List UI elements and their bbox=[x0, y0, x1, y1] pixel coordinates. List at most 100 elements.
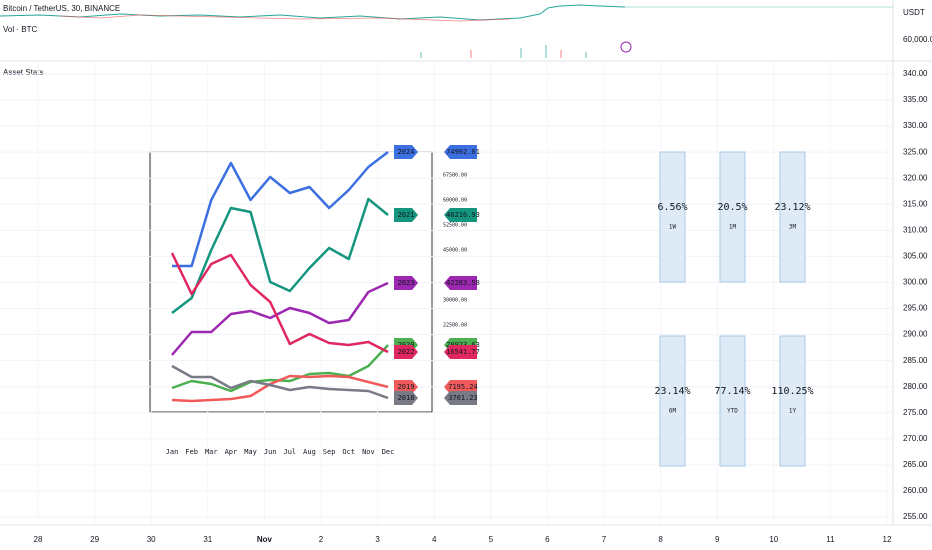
stat-box bbox=[719, 151, 746, 283]
time-tick-label: 10 bbox=[769, 535, 778, 544]
x-tick-label: Dec bbox=[382, 448, 395, 456]
stat-box bbox=[779, 151, 806, 283]
time-tick-label: 28 bbox=[34, 535, 43, 544]
value-tag bbox=[444, 145, 477, 159]
stat-value: 23.14% bbox=[654, 386, 690, 397]
year-tag-label: 2023 bbox=[398, 279, 415, 287]
year-tag bbox=[394, 380, 418, 394]
price-tick-label: 325.00 bbox=[903, 147, 928, 156]
time-tick-label: 3 bbox=[375, 535, 380, 544]
price-tick-label: 280.00 bbox=[903, 382, 928, 391]
year-tag-label: 2024 bbox=[398, 148, 415, 156]
series-line bbox=[171, 281, 389, 356]
value-tag bbox=[444, 208, 477, 222]
stat-box bbox=[719, 335, 746, 467]
value-tag-label: 46216.93 bbox=[446, 211, 480, 219]
price-tick-label: 305.00 bbox=[903, 252, 928, 261]
price-tick-label: 330.00 bbox=[903, 121, 928, 130]
series-line bbox=[171, 364, 389, 400]
scale-tick-label: 22500.00 bbox=[443, 323, 467, 329]
year-tag bbox=[394, 145, 418, 159]
price-tick-label: 315.00 bbox=[903, 199, 928, 208]
time-tick-label: 11 bbox=[826, 535, 835, 544]
price-tick-label: 290.00 bbox=[903, 330, 928, 339]
price-tick-label: 300.00 bbox=[903, 278, 928, 287]
stat-box bbox=[659, 335, 686, 467]
year-tag-label: 2018 bbox=[398, 394, 415, 402]
stat-value: 20.5% bbox=[717, 202, 747, 213]
time-tick-label: 7 bbox=[602, 535, 607, 544]
price-tick-label: 260.00 bbox=[903, 486, 928, 495]
price-tick-label: 295.00 bbox=[903, 304, 928, 313]
year-tag bbox=[394, 276, 418, 290]
price-tick-label: 310.00 bbox=[903, 225, 928, 234]
year-tag bbox=[394, 208, 418, 222]
pane-title: Asset Stats bbox=[3, 68, 43, 77]
time-tick-label: 30 bbox=[147, 535, 156, 544]
year-tag bbox=[394, 345, 418, 359]
time-tick-label: 29 bbox=[90, 535, 99, 544]
series-line bbox=[171, 374, 389, 403]
value-tag bbox=[444, 391, 477, 405]
value-tag-label: 42283.58 bbox=[446, 279, 480, 287]
price-label: 60,000.00 bbox=[903, 35, 932, 44]
symbol-title: Bitcoin / TetherUS, 30, BINANCE bbox=[3, 4, 120, 13]
price-tick-label: 255.00 bbox=[903, 512, 928, 521]
stat-box bbox=[779, 335, 806, 467]
time-tick-label: 5 bbox=[489, 535, 494, 544]
x-tick-label: Feb bbox=[185, 448, 198, 456]
x-tick-label: Jul bbox=[284, 448, 297, 456]
value-tag bbox=[444, 380, 477, 394]
time-tick-label: 6 bbox=[545, 535, 550, 544]
value-tag bbox=[444, 345, 477, 359]
time-tick-label: 12 bbox=[883, 535, 892, 544]
volume-title: Vol · BTC bbox=[3, 25, 37, 34]
x-tick-label: Mar bbox=[205, 448, 218, 456]
stat-label: YTD bbox=[727, 408, 738, 415]
series-line bbox=[170, 252, 389, 354]
year-tag-label: 2022 bbox=[398, 348, 415, 356]
scale-tick-label: 45000.00 bbox=[443, 248, 467, 254]
x-tick-label: Nov bbox=[362, 448, 375, 456]
price-tick-label: 320.00 bbox=[903, 173, 928, 182]
scale-tick-label: 67500.00 bbox=[443, 173, 467, 179]
time-tick-label: 8 bbox=[658, 535, 663, 544]
year-tag-label: 2021 bbox=[398, 211, 415, 219]
price-tick-label: 275.00 bbox=[903, 408, 928, 417]
stat-label: 1M bbox=[729, 224, 737, 231]
x-tick-label: Aug bbox=[303, 448, 316, 456]
stat-value: 23.12% bbox=[774, 202, 810, 213]
stat-value: 6.56% bbox=[657, 202, 687, 213]
x-tick-label: Apr bbox=[225, 448, 238, 456]
stat-value: 110.25% bbox=[771, 386, 813, 397]
year-tag-label: 2019 bbox=[398, 383, 415, 391]
price-tick-label: 340.00 bbox=[903, 69, 928, 78]
time-tick-label: 2 bbox=[319, 535, 324, 544]
value-tag-label: 16541.77 bbox=[446, 348, 480, 356]
event-icon[interactable] bbox=[620, 41, 632, 53]
currency: USDT bbox=[903, 8, 925, 17]
stat-value: 77.14% bbox=[714, 386, 750, 397]
time-tick-label: Nov bbox=[257, 535, 273, 544]
stat-box bbox=[659, 151, 686, 283]
x-tick-label: May bbox=[244, 448, 257, 456]
dynamic-layer: 340.00 335.00 330.00 325.00 320.00 315.00 310.… bbox=[0, 62, 928, 544]
value-tag-label: 74902.01 bbox=[446, 148, 480, 156]
stat-label: 1Y bbox=[789, 408, 797, 415]
x-tick-label: Sep bbox=[323, 448, 336, 456]
mini-volume bbox=[420, 45, 587, 58]
stat-label: 1W bbox=[669, 224, 677, 231]
series-line bbox=[172, 151, 389, 268]
scale-tick-label: 30000.00 bbox=[443, 298, 467, 304]
x-tick-label: Jan bbox=[166, 448, 179, 456]
x-tick-label: Oct bbox=[342, 448, 355, 456]
value-tag-label: 7195.24 bbox=[448, 383, 478, 391]
value-tag bbox=[444, 276, 477, 290]
x-tick-label: Jun bbox=[264, 448, 277, 456]
series-line bbox=[171, 197, 389, 314]
price-tick-label: 270.00 bbox=[903, 434, 928, 443]
time-tick-label: 9 bbox=[715, 535, 720, 544]
